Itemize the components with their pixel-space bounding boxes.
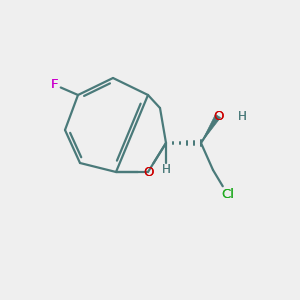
Circle shape <box>51 81 59 89</box>
Text: H: H <box>238 110 247 122</box>
Circle shape <box>214 112 222 120</box>
Text: O: O <box>143 166 153 178</box>
Polygon shape <box>201 114 220 143</box>
Text: Cl: Cl <box>221 188 235 202</box>
Text: F: F <box>51 79 59 92</box>
Text: O: O <box>213 110 223 122</box>
Circle shape <box>223 190 233 200</box>
Text: H: H <box>238 110 247 122</box>
Text: Cl: Cl <box>221 188 235 202</box>
Text: H: H <box>162 163 170 176</box>
Text: O: O <box>143 166 153 178</box>
Text: H: H <box>162 163 170 176</box>
Text: O: O <box>213 110 223 122</box>
Text: F: F <box>51 79 59 92</box>
Circle shape <box>144 168 152 176</box>
